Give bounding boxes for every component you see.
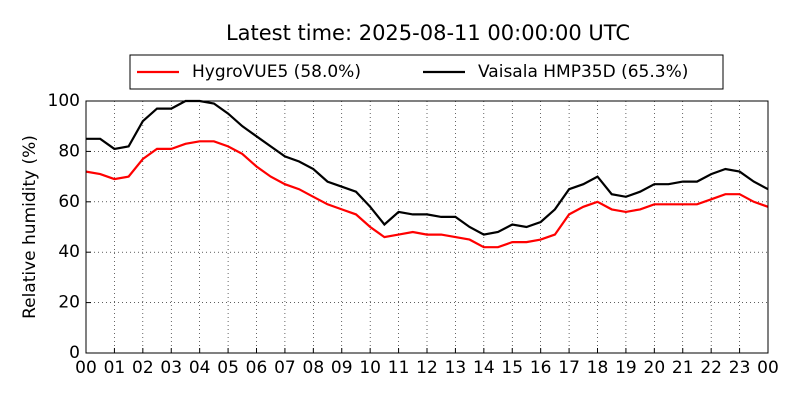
x-tick-label: 17: [558, 358, 580, 378]
x-tick-label: 03: [160, 358, 182, 378]
legend-label: HygroVUE5 (58.0%): [192, 62, 361, 82]
x-tick-label: 04: [189, 358, 211, 378]
x-tick-label: 22: [700, 358, 722, 378]
x-tick-label: 09: [331, 358, 353, 378]
x-tick-label: 14: [473, 358, 495, 378]
x-tick-label: 07: [274, 358, 296, 378]
y-axis-label: Relative humidity (%): [20, 135, 40, 319]
x-tick-label: 02: [132, 358, 154, 378]
legend-label: Vaisala HMP35D (65.3%): [478, 62, 688, 82]
x-tick-label: 06: [246, 358, 268, 378]
x-tick-label: 00: [75, 358, 97, 378]
y-tick-label: 60: [58, 192, 80, 212]
plot-frame: [85, 100, 769, 354]
x-tick-label: 16: [530, 358, 552, 378]
x-tick-label: 08: [303, 358, 325, 378]
y-tick-label: 40: [58, 242, 80, 262]
x-tick-label: 19: [615, 358, 637, 378]
x-tick-label: 18: [587, 358, 609, 378]
x-tick-label: 13: [445, 358, 467, 378]
series-line: [86, 140, 768, 249]
x-tick-label: 10: [359, 358, 381, 378]
chart-title: Latest time: 2025-08-11 00:00:00 UTC: [226, 21, 630, 45]
x-tick-label: 15: [501, 358, 523, 378]
x-tick-label: 20: [644, 358, 666, 378]
y-tick-label: 20: [58, 293, 80, 313]
x-tick-label: 23: [729, 358, 751, 378]
x-tick-label: 01: [104, 358, 126, 378]
x-tick-label: 12: [416, 358, 438, 378]
x-tick-label: 05: [217, 358, 239, 378]
y-tick-label: 100: [48, 91, 80, 111]
y-tick-label: 0: [69, 343, 80, 363]
x-tick-label: 00: [757, 358, 779, 378]
x-tick-label: 11: [388, 358, 410, 378]
y-tick-label: 80: [58, 141, 80, 161]
x-tick-label: 21: [672, 358, 694, 378]
